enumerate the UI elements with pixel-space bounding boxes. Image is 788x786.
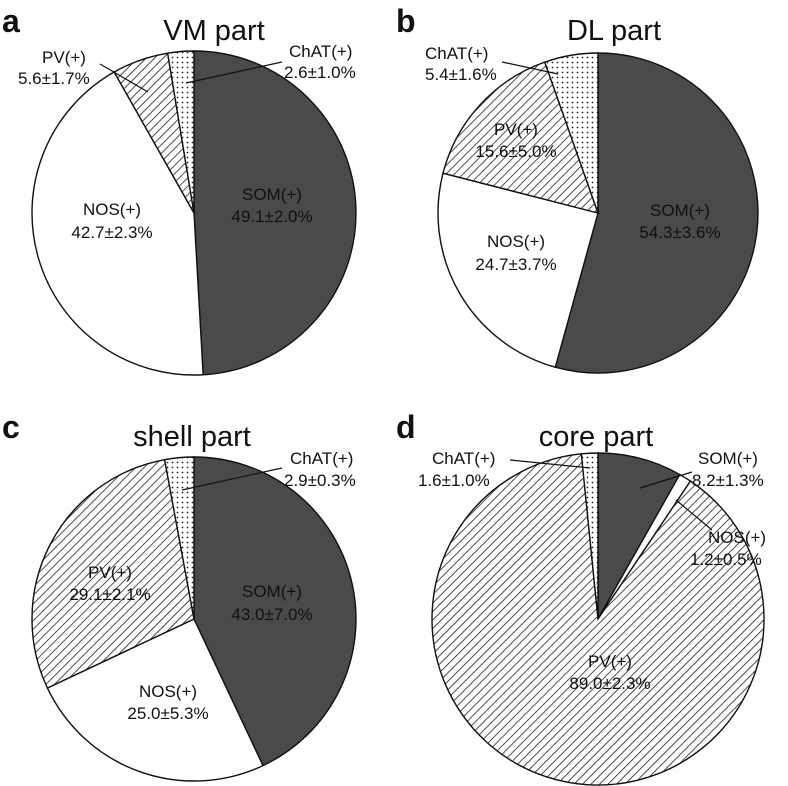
slice-label-chat: ChAT(+) 2.6±1.0% <box>284 42 356 82</box>
slice-label-nos: NOS(+) 42.7±2.3% <box>71 200 152 242</box>
slice-label-pv: PV(+) 89.0±2.3% <box>569 652 650 693</box>
slice-label-nos: NOS(+) 1.2±0.5% <box>690 528 766 569</box>
pie-slice-chat <box>580 452 599 620</box>
pie-c <box>31 456 357 782</box>
pie-slice-chat <box>163 456 195 620</box>
panel-a: a VM part SOM(+) 49.1±2.0% NOS(+) 42.7±2.3… <box>2 3 357 376</box>
pie-slice-chat <box>166 50 195 214</box>
leader-line <box>99 63 149 93</box>
panel-letter: c <box>2 409 20 445</box>
leader-line <box>181 467 283 491</box>
pie-slice-nos <box>46 618 264 782</box>
chart-title: shell part <box>133 421 251 453</box>
slice-label-pv: PV(+) 5.6±1.7% <box>18 48 90 88</box>
leader-line <box>675 499 713 531</box>
panel-d: d core part PV(+) 89.0±2.3% SOM(+) 8.2±1.3… <box>396 409 766 786</box>
panel-c: c shell part SOM(+) 43.0±7.0% NOS(+) 25.0±… <box>2 409 357 782</box>
slice-label-nos: NOS(+) 24.7±3.7% <box>475 232 556 274</box>
panel-b: b DL part SOM(+) 54.3±3.6% NOS(+) 24.7±3.7… <box>396 3 759 374</box>
slice-label-som: SOM(+) 8.2±1.3% <box>692 449 764 490</box>
leader-line <box>639 471 693 489</box>
slice-label-nos: NOS(+) 25.0±5.3% <box>127 682 208 723</box>
pie-slice-nos <box>437 172 599 369</box>
leader-line <box>501 61 559 75</box>
pie-slice-nos <box>31 71 204 376</box>
panel-letter: d <box>396 409 416 445</box>
panel-letter: a <box>2 3 20 39</box>
slice-label-som: SOM(+) 54.3±3.6% <box>639 201 720 242</box>
slice-label-chat: ChAT(+) 5.4±1.6% <box>425 44 497 84</box>
labels-b: SOM(+) 54.3±3.6% NOS(+) 24.7±3.7% PV(+) 15.… <box>425 44 721 274</box>
chart-title: core part <box>539 421 653 453</box>
pie-slice-pv <box>442 61 600 215</box>
pie-slice-som <box>554 52 759 374</box>
slice-label-pv: PV(+) 29.1±2.1% <box>69 563 150 604</box>
panel-letter: b <box>396 3 416 39</box>
slice-label-som: SOM(+) 43.0±7.0% <box>231 582 312 624</box>
leader-line <box>509 459 591 469</box>
labels-a: SOM(+) 49.1±2.0% NOS(+) 42.7±2.3% PV(+) 5.6… <box>18 42 356 242</box>
pie-slice-pv <box>31 458 195 689</box>
pie-slice-som <box>193 50 357 376</box>
labels-c: SOM(+) 43.0±7.0% NOS(+) 25.0±5.3% PV(+) 29.… <box>69 449 355 723</box>
pie-d <box>431 452 765 786</box>
pie-slice-som <box>193 456 357 767</box>
slice-label-chat: ChAT(+) 2.9±0.3% <box>284 449 356 490</box>
chart-title: DL part <box>567 15 661 47</box>
pie-b <box>437 52 759 374</box>
labels-d: PV(+) 89.0±2.3% SOM(+) 8.2±1.3% NOS(+) 1.2±… <box>418 449 766 693</box>
pie-slice-chat <box>543 52 599 214</box>
pie-a <box>31 50 357 376</box>
slice-label-chat: ChAT(+) 1.6±1.0% <box>418 449 495 490</box>
slice-label-som: SOM(+) 49.1±2.0% <box>231 185 312 226</box>
slice-label-pv: PV(+) 15.6±5.0% <box>475 120 556 161</box>
leader-line <box>185 61 283 84</box>
chart-title: VM part <box>163 15 265 47</box>
pie-slice-pv <box>431 453 765 786</box>
